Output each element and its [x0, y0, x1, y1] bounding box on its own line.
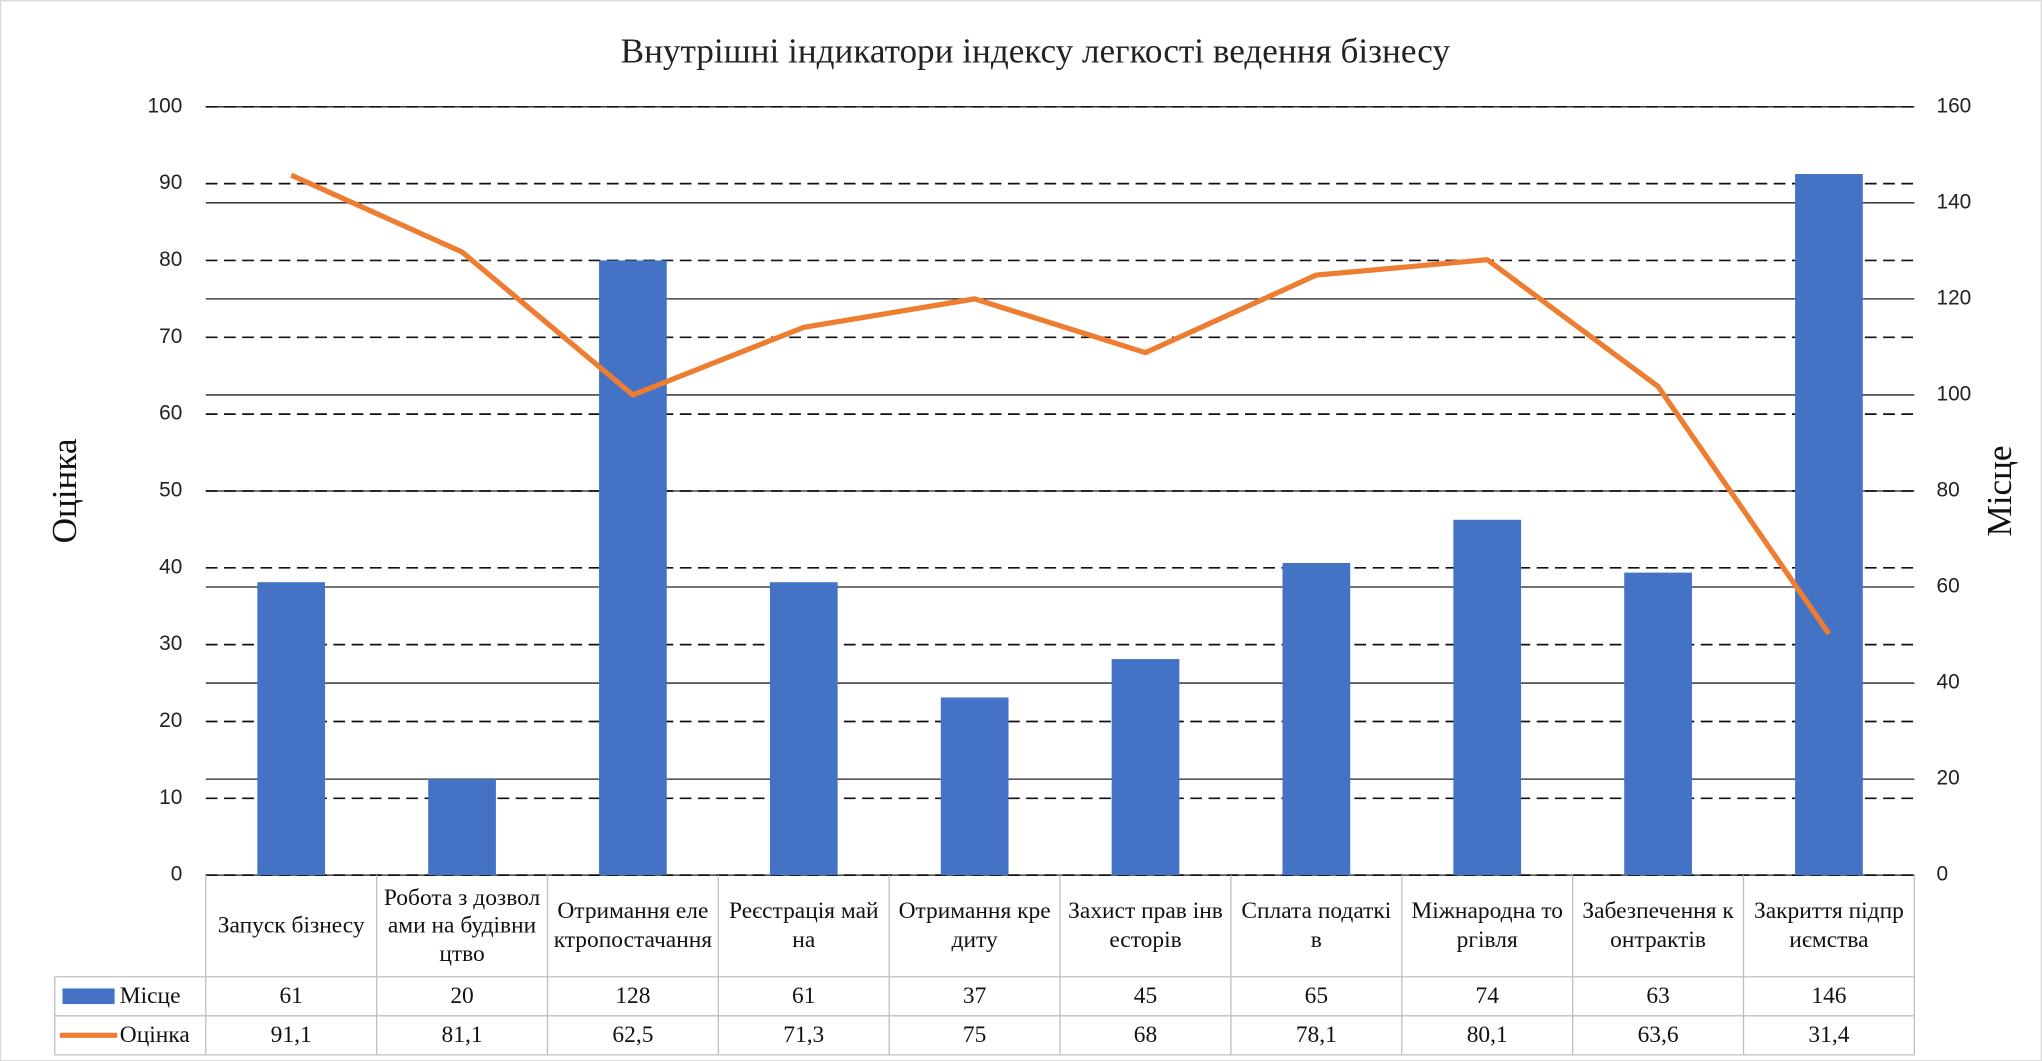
data-label: 31,4 [1808, 1022, 1849, 1048]
category-cell: Закриття підприємства [1753, 897, 1904, 952]
category-cell: Запуск бізнесу [217, 911, 365, 938]
x-tick-label: Закриття підприємства [1753, 897, 1904, 952]
x-tick-label: Реєстрація майна [728, 897, 879, 952]
y-tick-label: 90 [159, 171, 182, 194]
y2-tick-label: 120 [1937, 286, 1972, 309]
y-tick-label: 0 [171, 863, 183, 886]
legend-label: Оцінка [120, 1022, 191, 1048]
legend-swatch [62, 988, 115, 1005]
data-label: 65 [1305, 983, 1328, 1009]
x-tick-label: Запуск бізнесу [217, 911, 365, 938]
data-label: 62,5 [612, 1022, 653, 1048]
category-cell: Робота з дозволами на будівництво [383, 883, 541, 967]
x-tick-label: Міжнародна торгівля [1411, 897, 1564, 952]
data-label: 91,1 [271, 1022, 312, 1048]
category-cell: Отримання електропостачання [553, 897, 713, 952]
data-label: 68 [1134, 1022, 1157, 1048]
data-label: 146 [1811, 983, 1846, 1009]
bar [1282, 563, 1351, 876]
bar [428, 779, 496, 876]
y-tick-label: 20 [159, 709, 182, 732]
x-tick-label: Робота з дозволами на будівництво [383, 883, 541, 967]
data-label: 80,1 [1467, 1022, 1508, 1048]
data-label: 81,1 [442, 1022, 483, 1048]
data-label: 75 [963, 1022, 986, 1048]
category-cell: Забезпечення контрактів [1582, 897, 1734, 952]
data-label: 78,1 [1296, 1022, 1337, 1048]
y-axis-title: Оцінка [45, 438, 84, 543]
bar [1795, 174, 1863, 876]
y-tick-label: 60 [159, 402, 182, 425]
data-label: 128 [615, 983, 650, 1009]
data-label: 63,6 [1638, 1022, 1679, 1048]
y-tick-label: 50 [159, 478, 182, 501]
y-tick-label: 30 [159, 632, 182, 655]
y-tick-label: 70 [159, 325, 182, 348]
y2-tick-label: 40 [1937, 671, 1960, 694]
bar [1111, 659, 1180, 876]
bar [1624, 572, 1692, 876]
data-label: 61 [792, 983, 815, 1009]
chart-title: Внутрішні індикатори індексу легкості ве… [621, 32, 1451, 71]
x-tick-label: Забезпечення контрактів [1582, 897, 1734, 952]
category-cell: Сплата податків [1241, 897, 1392, 952]
x-tick-label: Отримання електропостачання [553, 897, 713, 952]
data-label: 61 [279, 983, 302, 1009]
bar [769, 582, 838, 876]
category-cell: Міжнародна торгівля [1411, 897, 1564, 952]
category-cell: Реєстрація майна [728, 897, 879, 952]
x-tick-label: Отримання кредиту [898, 897, 1051, 952]
y-tick-label: 100 [148, 94, 183, 117]
bar [1453, 519, 1522, 876]
category-cell: Отримання кредиту [898, 897, 1051, 952]
x-tick-label: Захист прав інвесторів [1068, 897, 1223, 952]
x-tick-label: Сплата податків [1241, 897, 1392, 952]
bar [257, 582, 326, 876]
y-tick-label: 80 [159, 248, 182, 271]
data-label: 45 [1134, 983, 1157, 1009]
data-label: 63 [1646, 983, 1669, 1009]
data-label: 37 [963, 983, 987, 1009]
y2-tick-label: 60 [1937, 575, 1960, 598]
data-label: 20 [450, 983, 473, 1009]
y2-tick-label: 80 [1937, 478, 1960, 501]
legend-label: Місце [120, 983, 181, 1009]
y-tick-label: 10 [159, 786, 182, 809]
y2-tick-label: 160 [1937, 94, 1972, 117]
y2-tick-label: 20 [1937, 767, 1960, 790]
y2-tick-label: 140 [1937, 190, 1972, 213]
bar [599, 260, 667, 876]
y2-tick-label: 100 [1937, 382, 1972, 405]
bar [940, 697, 1009, 876]
category-cell: Захист прав інвесторів [1068, 897, 1223, 952]
data-label: 71,3 [783, 1022, 824, 1048]
y2-axis-title: Місце [1980, 445, 2019, 536]
y2-tick-label: 0 [1937, 863, 1949, 886]
line [290, 172, 1832, 636]
y-tick-label: 40 [159, 555, 182, 578]
data-label: 74 [1476, 983, 1500, 1009]
